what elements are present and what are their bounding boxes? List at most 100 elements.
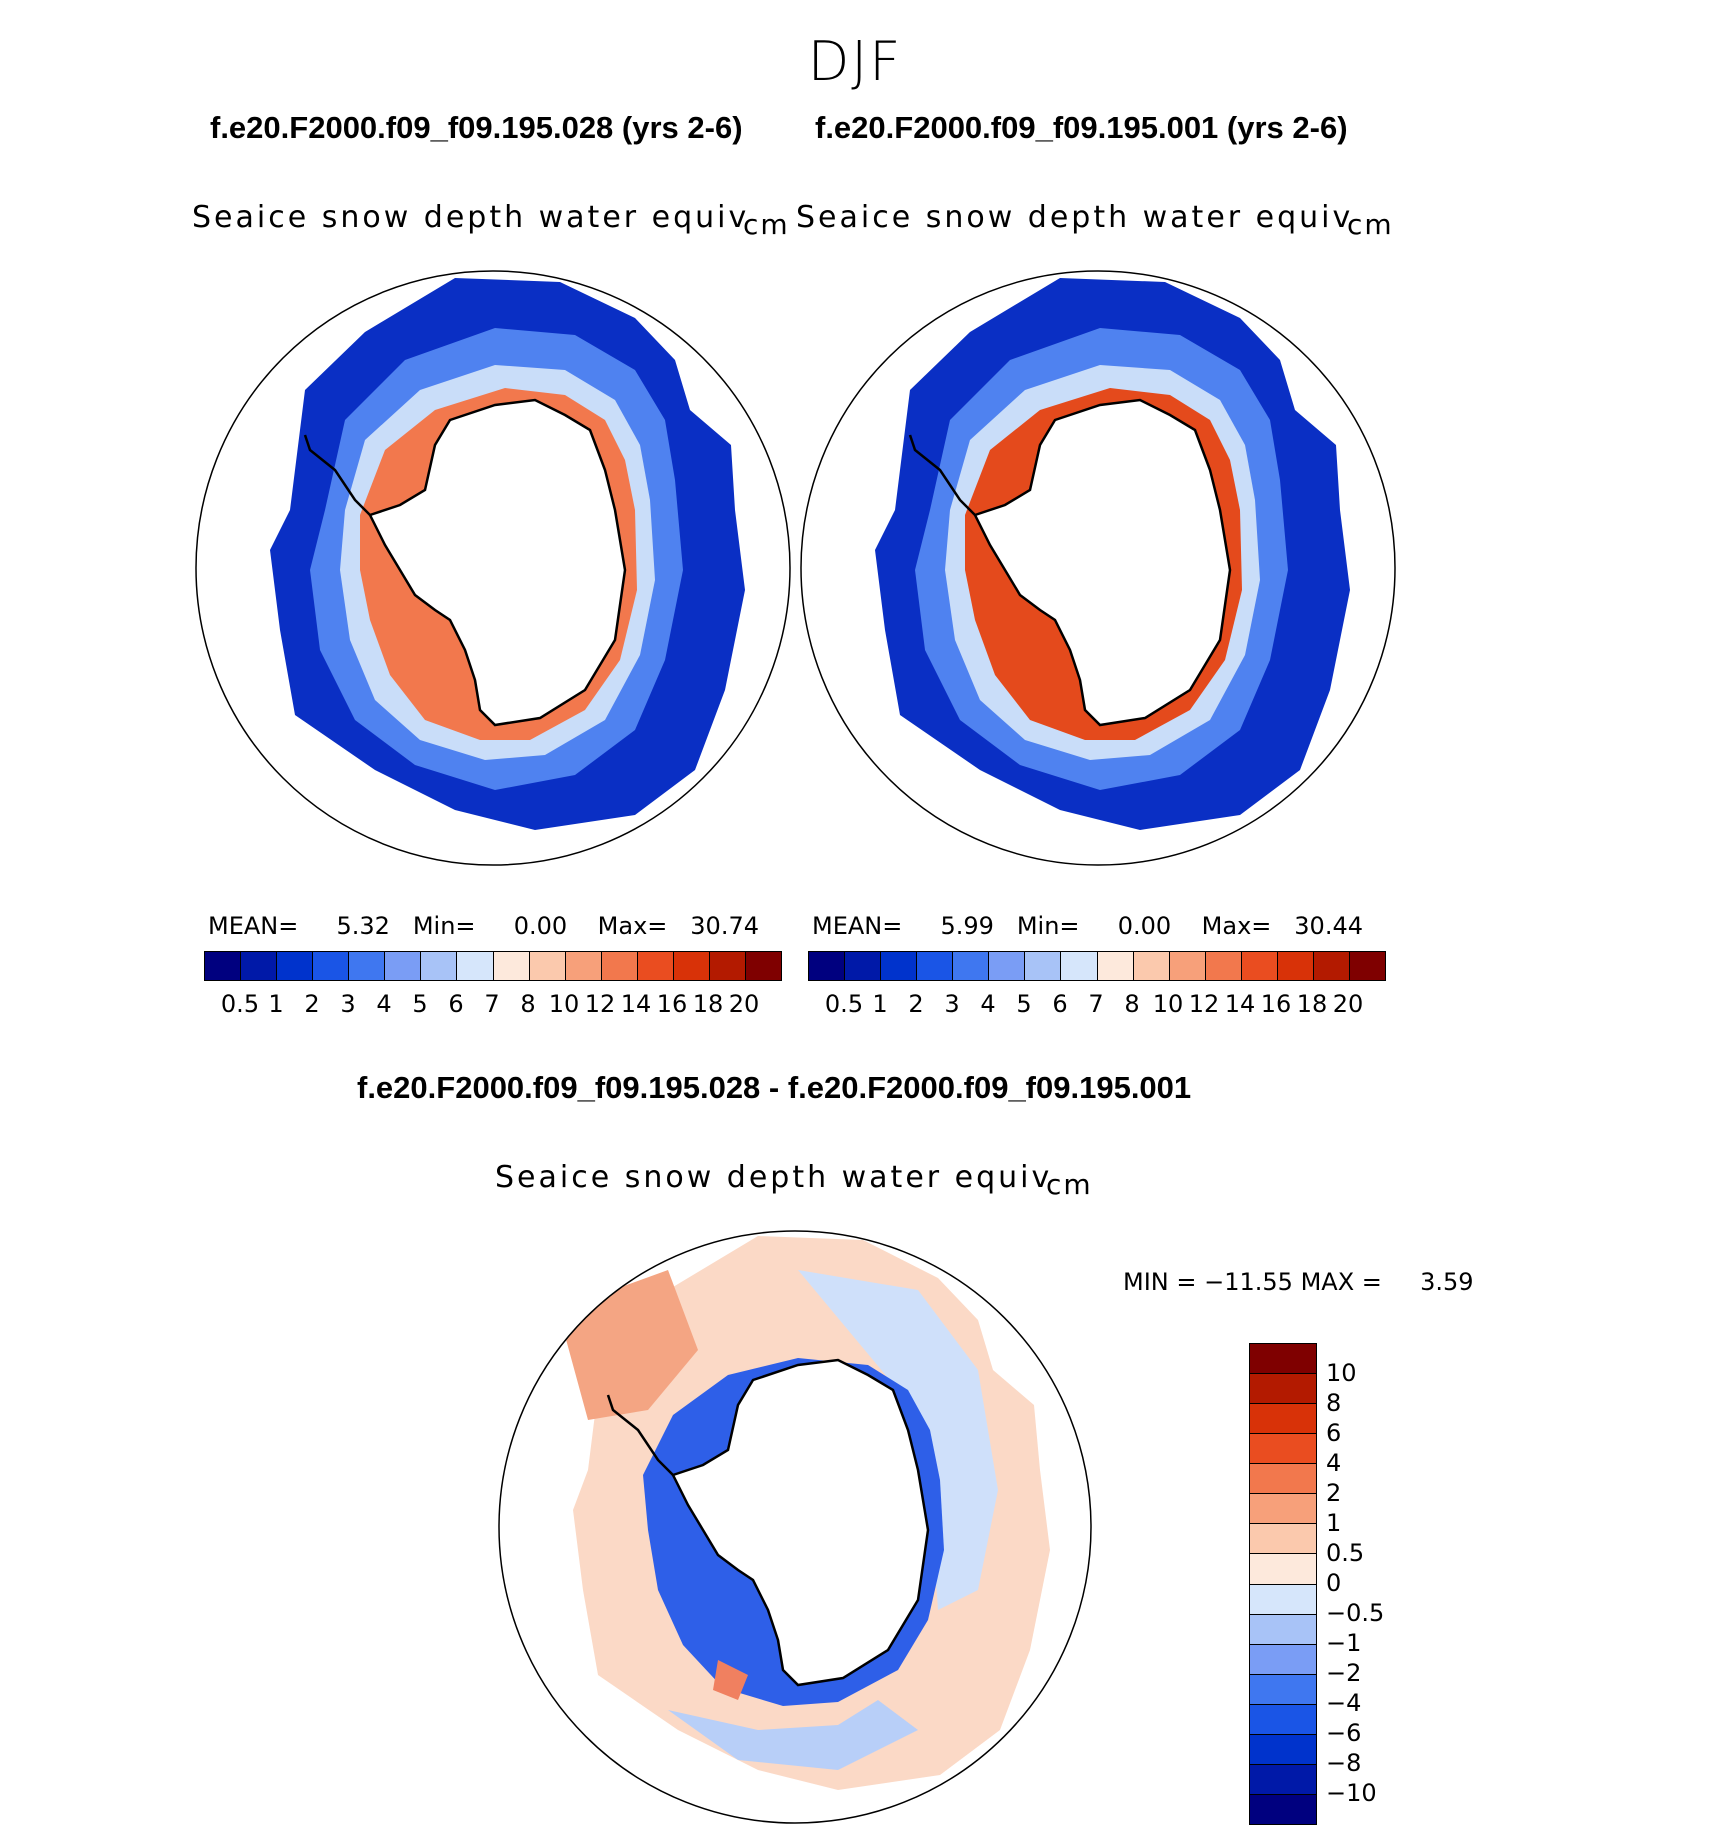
colorbar-tick-label: 0 [1326,1569,1342,1597]
colorbar-tick-label: 6 [1052,990,1068,1018]
colorbar-tick-label: 0.5 [824,990,864,1018]
case1-title: f.e20.F2000.f09_f09.195.028 (yrs 2-6) [210,110,743,145]
colorbar-segment [881,952,918,980]
colorbar-segment [529,952,566,980]
colorbar-tick-label: −2 [1326,1659,1362,1687]
colorbar-segment [1250,1793,1316,1824]
colorbar-tick-label: 2 [1326,1479,1342,1507]
colorbar-tick-label: −6 [1326,1719,1362,1747]
colorbar-segment [277,952,314,980]
max-value: 30.44 [1294,912,1363,940]
max-value: 3.59 [1420,1268,1474,1296]
colorbar-segment [1250,1433,1316,1464]
colorbar-tick-label: 0.5 [1326,1539,1365,1567]
colorbar-tick-label: 14 [1224,990,1256,1018]
map-boundary-circle [498,1230,1092,1824]
colorbar-segment [241,952,278,980]
colorbar-segment [917,952,954,980]
colorbar-tick-label: −8 [1326,1749,1362,1777]
antarctic-peninsula [303,434,371,516]
panel2-stats: MEAN= 5.99 Min= 0.00 Max= 30.44 [812,912,1363,940]
colorbar-segment [1250,1493,1316,1524]
colorbar-tick-label: −10 [1326,1779,1377,1807]
diff-stats: MIN = −11.55 MAX = 3.59 [1123,1268,1474,1296]
colorbar-segment [1250,1703,1316,1734]
min-label: MIN = [1123,1268,1197,1296]
map-boundary-circle [195,270,791,866]
colorbar-tick-label: 10 [1152,990,1184,1018]
colorbar-tick-label: 14 [620,990,652,1018]
colorbar-segment [1250,1643,1316,1674]
antarctica-continent [671,1358,930,1687]
colorbar-segment [1250,1613,1316,1644]
colorbar-segment [565,952,602,980]
diff-variable-label: Seaice snow depth water equiv [495,1160,1053,1195]
colorbar-tick-label: 1 [268,990,284,1018]
colorbar-segment [1250,1403,1316,1434]
diff-units: cm [1046,1168,1093,1201]
panel1-polar-map [195,270,791,866]
diff-polar-map [498,1230,1092,1824]
antarctica-continent [973,398,1232,727]
colorbar-tick-label: 6 [1326,1419,1342,1447]
colorbar-segment [493,952,530,980]
colorbar-segment [1277,952,1314,980]
colorbar-tick-label: 1 [1326,1509,1342,1537]
colorbar-tick-label: 18 [1296,990,1328,1018]
mean-value: 5.32 [336,912,390,940]
colorbar-segment [1061,952,1098,980]
panel1-variable-label: Seaice snow depth water equiv [192,200,750,235]
colorbar-segment [385,952,422,980]
case2-title: f.e20.F2000.f09_f09.195.001 (yrs 2-6) [815,110,1348,145]
max-label: Max= [1201,912,1272,940]
panel1-colorbar [204,951,782,981]
colorbar-tick-label: 12 [1188,990,1220,1018]
colorbar-segment [709,952,746,980]
panel1-units: cm [743,208,790,241]
colorbar-segment [1250,1523,1316,1554]
colorbar-tick-label: 2 [908,990,924,1018]
colorbar-segment [1169,952,1206,980]
mean-label: MEAN= [208,912,299,940]
colorbar-segment [745,952,781,980]
colorbar-tick-label: 12 [584,990,616,1018]
min-value: 0.00 [513,912,568,940]
colorbar-tick-label: −1 [1326,1629,1362,1657]
colorbar-tick-label: 3 [944,990,960,1018]
colorbar-segment [809,952,846,980]
colorbar-tick-label: 7 [1088,990,1104,1018]
antarctic-peninsula [908,434,976,516]
panel2-colorbar-ticks: 0.5 1 2 3 4 5 6 7 8 10 12 14 16 18 20 [808,990,1384,1020]
colorbar-segment [673,952,710,980]
colorbar-tick-label: 8 [1326,1389,1342,1417]
colorbar-segment [1250,1344,1316,1374]
colorbar-segment [1133,952,1170,980]
colorbar-tick-label: 4 [980,990,996,1018]
diff-title: f.e20.F2000.f09_f09.195.028 - f.e20.F200… [357,1070,1192,1105]
panel2-variable-label: Seaice snow depth water equiv [796,200,1354,235]
colorbar-segment [1250,1553,1316,1584]
min-label: Min= [412,912,476,940]
max-label: Max= [597,912,668,940]
colorbar-tick-label: 20 [728,990,760,1018]
colorbar-tick-label: 16 [1260,990,1292,1018]
mean-label: MEAN= [812,912,903,940]
diff-warm-spot [713,1660,748,1700]
colorbar-segment [1241,952,1278,980]
mean-value: 5.99 [940,912,994,940]
diff-light-blue-region [798,1270,998,1610]
colorbar-segment [953,952,990,980]
antarctica-continent [368,398,627,727]
colorbar-tick-label: 6 [448,990,464,1018]
max-value: 30.74 [690,912,759,940]
min-value: −11.55 [1204,1268,1293,1296]
colorbar-tick-label: 8 [1124,990,1140,1018]
min-label: Min= [1016,912,1080,940]
colorbar-tick-label: 5 [412,990,428,1018]
colorbar-segment [1250,1733,1316,1764]
colorbar-segment [1205,952,1242,980]
panel2-units: cm [1347,208,1394,241]
colorbar-segment [845,952,882,980]
season-title: DJF [807,30,903,93]
colorbar-tick-label: 0.5 [220,990,260,1018]
